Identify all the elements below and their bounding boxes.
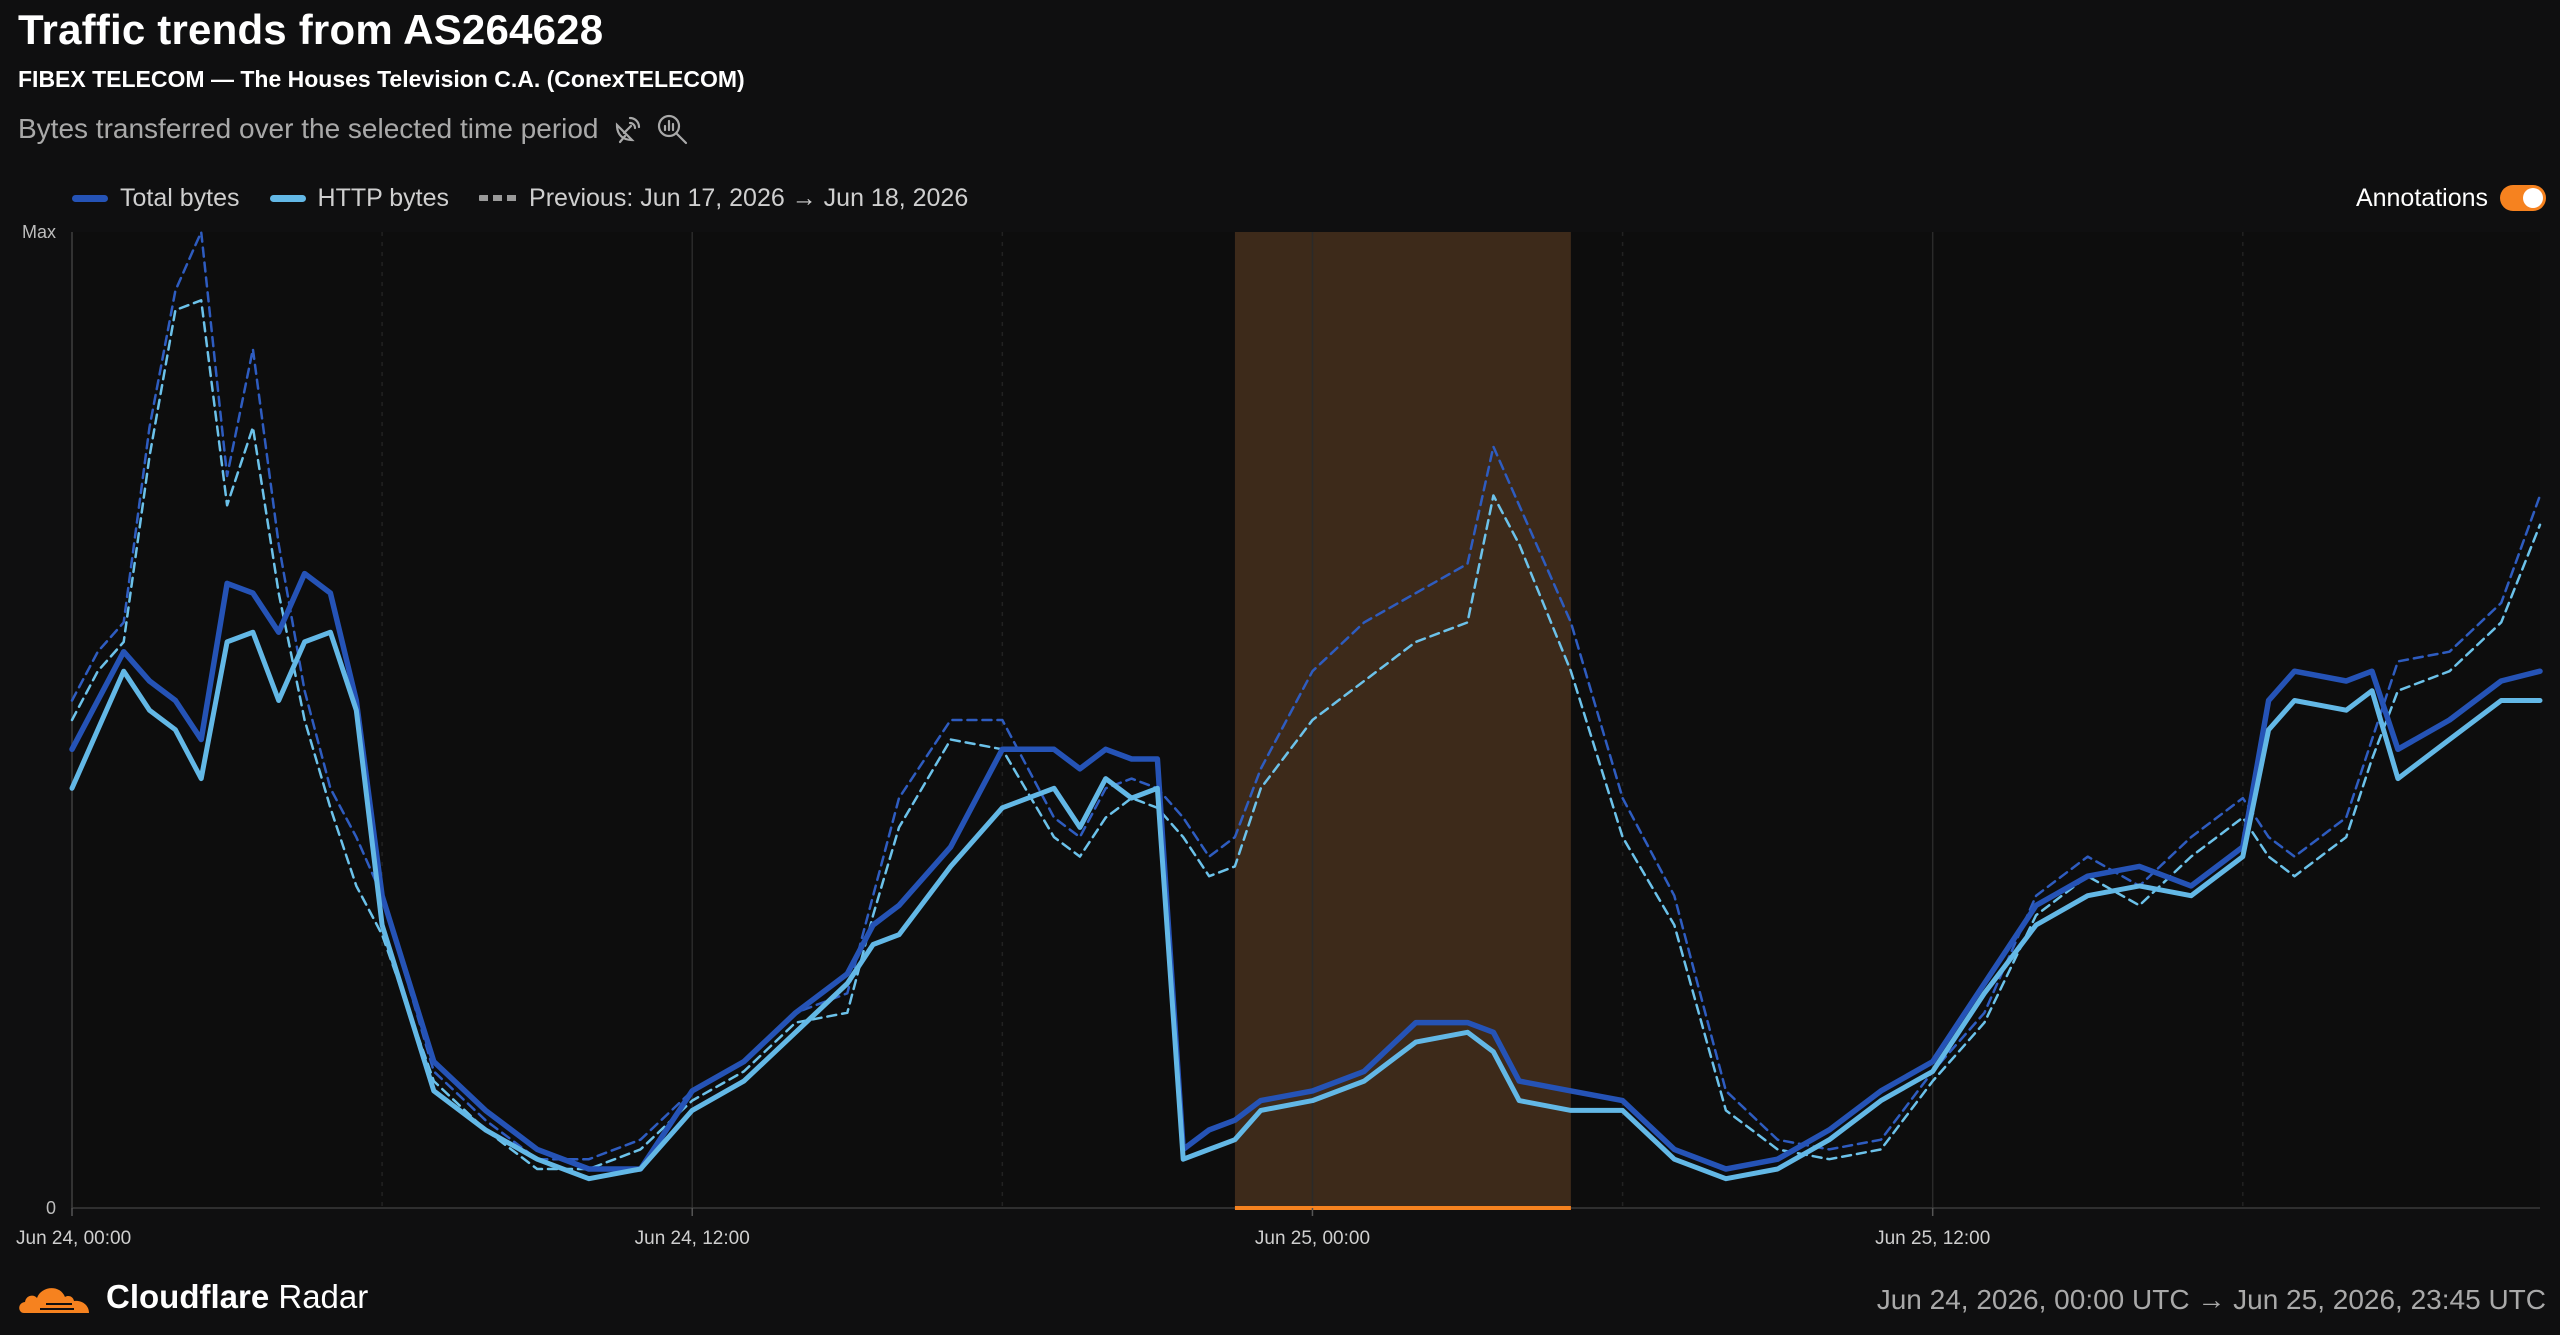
annotations-toggle[interactable] — [2500, 185, 2546, 211]
series-previous-http-bytes — [70, 299, 2542, 1171]
legend-previous-swatch — [479, 195, 518, 201]
legend-http-swatch — [269, 194, 306, 202]
chart-description: Bytes transferred over the selected time… — [18, 112, 689, 146]
series-http-bytes — [69, 629, 2543, 1182]
legend-http-label: HTTP bytes — [317, 183, 450, 212]
brand-name: Cloudflare — [106, 1278, 270, 1315]
traffic-chart: Max 0 Jun 24, 00:00 Jun 24, 12:00 Jun 25, 00… — [16, 222, 2543, 1249]
chart-subtitle: FIBEX TELECOM — The Houses Television C.… — [18, 66, 745, 92]
chart-title: Traffic trends from AS264628 — [18, 6, 604, 53]
description-text: Bytes transferred over the selected time… — [18, 113, 599, 144]
legend-http-bytes[interactable]: HTTP bytes — [269, 183, 450, 213]
legend-total-swatch — [72, 194, 108, 202]
toggle-knob — [2523, 188, 2543, 208]
legend-previous-label: Previous: Jun 17, 2026 → Jun 18, 2026 — [529, 183, 969, 212]
x-tick-label: Jun 25, 00:00 — [1255, 1228, 1370, 1249]
cloudflare-cloud-icon — [19, 1288, 89, 1313]
legend-total-bytes[interactable]: Total bytes — [72, 184, 240, 213]
x-tick-label: Jun 25, 12:00 — [1875, 1228, 1990, 1249]
y-tick-label: Max — [22, 222, 56, 242]
date-range: Jun 24, 2026, 00:00 UTC → Jun 25, 2026, … — [1876, 1284, 2546, 1315]
brand-product: Radar — [278, 1278, 369, 1315]
annotations-label: Annotations — [2355, 183, 2488, 212]
y-tick-label: 0 — [46, 1198, 56, 1218]
annotation-band — [1234, 232, 1571, 1208]
chart-legend: Total bytes HTTP bytes Previous: Jun 17,… — [72, 182, 968, 214]
annotations-control: Annotations — [2356, 182, 2546, 214]
zoom-chart-icon[interactable] — [655, 112, 689, 146]
series-previous-total-bytes — [70, 230, 2542, 1161]
x-tick-label: Jun 24, 00:00 — [16, 1228, 131, 1249]
legend-total-label: Total bytes — [120, 183, 240, 212]
x-tick-label: Jun 24, 12:00 — [635, 1228, 750, 1249]
satellite-dish-icon[interactable] — [611, 113, 643, 145]
cloudflare-radar-logo[interactable]: Cloudflare Radar — [16, 1278, 368, 1316]
legend-previous-period[interactable]: Previous: Jun 17, 2026 → Jun 18, 2026 — [479, 184, 968, 213]
